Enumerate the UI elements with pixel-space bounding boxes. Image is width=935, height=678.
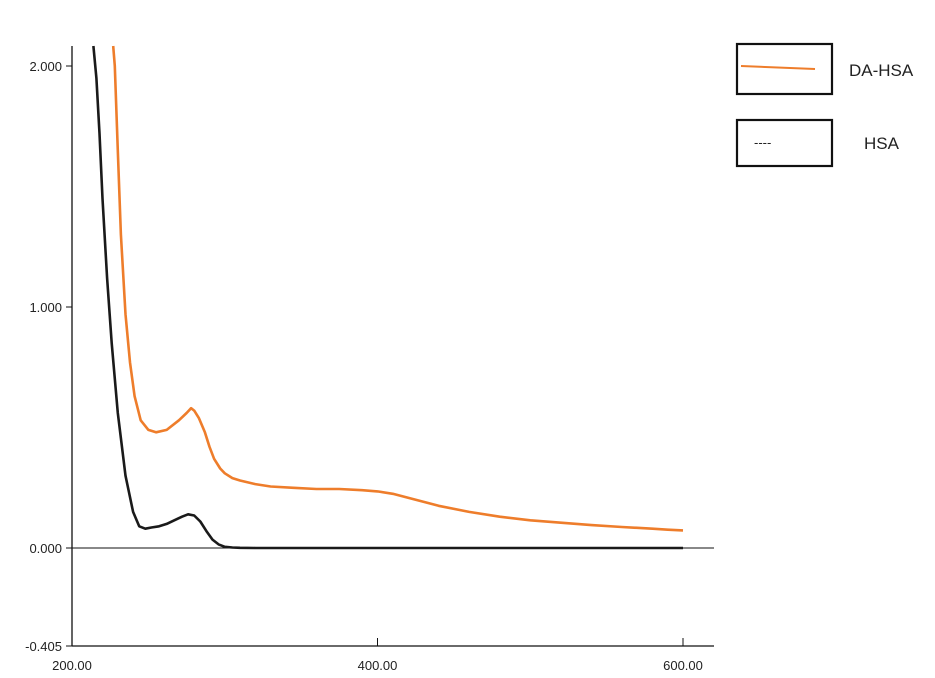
y-tick-label: 0.000 bbox=[29, 541, 62, 556]
legend-sample-da-hsa bbox=[740, 65, 816, 70]
y-tick-label: 1.000 bbox=[29, 300, 62, 315]
x-tick-label: 200.00 bbox=[52, 658, 92, 673]
x-tick-label: 400.00 bbox=[358, 658, 398, 673]
legend-box-hsa bbox=[735, 118, 834, 168]
legend: DA-HSA ---- HSA bbox=[735, 42, 914, 168]
legend-box-da-hsa bbox=[735, 42, 834, 96]
legend-sample-hsa: ---- bbox=[754, 135, 771, 150]
series-line-hsa bbox=[92, 45, 683, 550]
y-tick-label: 2.000 bbox=[29, 59, 62, 74]
x-tick-label: 600.00 bbox=[663, 658, 703, 673]
series-line-da-hsa bbox=[111, 45, 684, 532]
y-tick-label: -0.405 bbox=[25, 639, 62, 654]
legend-label-hsa: HSA bbox=[864, 134, 900, 153]
legend-label-da-hsa: DA-HSA bbox=[849, 61, 914, 80]
